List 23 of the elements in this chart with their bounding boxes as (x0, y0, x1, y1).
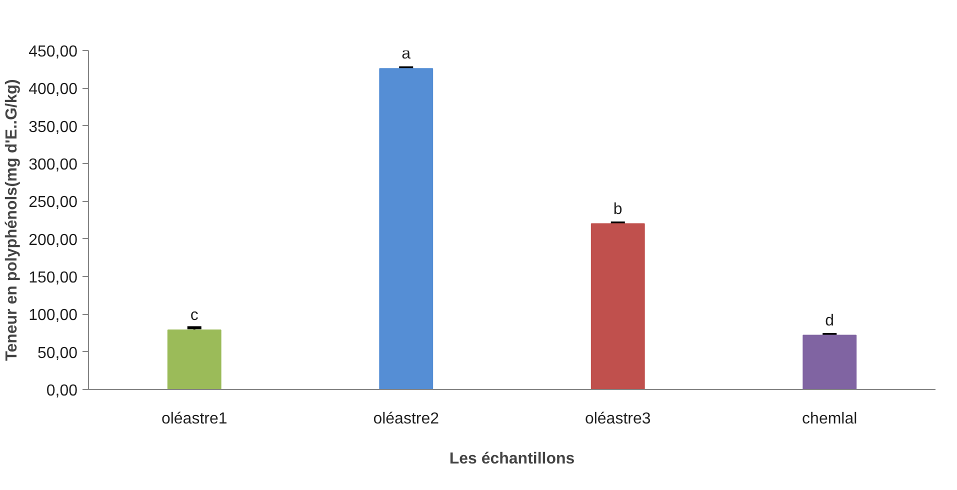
y-tick-label: 350,00 (28, 118, 78, 136)
y-tick-label: 150,00 (28, 270, 78, 286)
annotation: d (825, 312, 834, 330)
x-tick-label: oléastre3 (584, 410, 651, 428)
x-tick-label: oléastre1 (161, 410, 228, 428)
annotation: b (613, 200, 622, 218)
y-tick-label: 100,00 (28, 307, 78, 324)
x-tick-label: oléastre2 (373, 410, 440, 428)
bar (167, 329, 222, 390)
y-tick-label: 0,00 (46, 382, 78, 400)
y-axis-title: Teneur en polyphénols(mg d'E..G/kg) (4, 79, 21, 361)
x-tick-label: chemlal (802, 410, 858, 428)
y-tick-label: 400,00 (28, 81, 78, 98)
y-tick-label: 450,00 (28, 44, 78, 60)
y-tick-label: 250,00 (28, 194, 78, 212)
x-axis-title: Les échantillons (449, 450, 575, 468)
bar (379, 68, 434, 390)
annotation: c (190, 306, 198, 324)
y-tick-label: 50,00 (37, 344, 78, 362)
y-tick-label: 200,00 (28, 232, 78, 249)
bar (590, 223, 645, 390)
y-tick-label: 300,00 (28, 156, 78, 174)
bar (802, 334, 857, 390)
